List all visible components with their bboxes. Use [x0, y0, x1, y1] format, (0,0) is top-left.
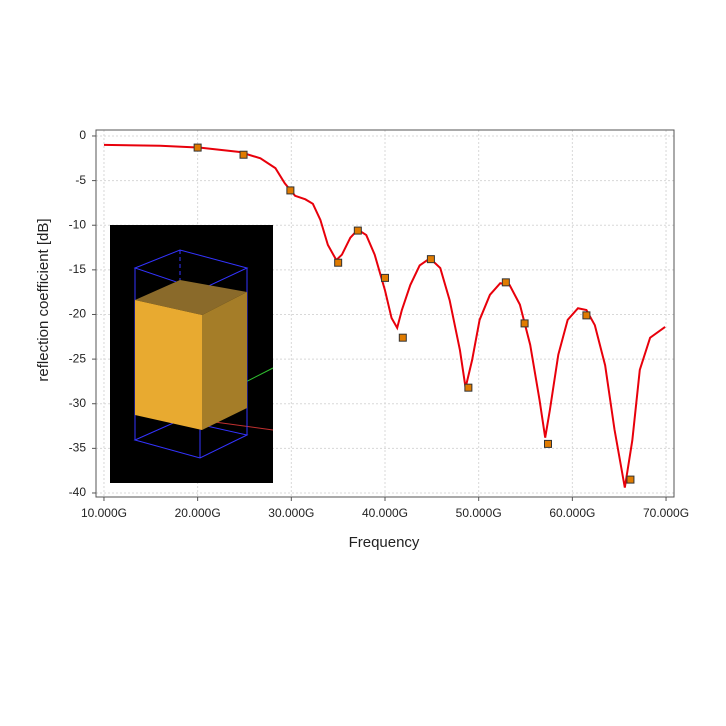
- y-tick-label: -40: [69, 485, 87, 499]
- y-tick-label: -5: [75, 173, 86, 187]
- x-axis-title: Frequency: [349, 534, 420, 551]
- y-tick-label: -25: [69, 351, 87, 365]
- marker: [239, 150, 248, 159]
- marker: [544, 439, 553, 448]
- y-tick-label: -35: [69, 441, 87, 455]
- x-tick-label: 60.000G: [549, 506, 595, 520]
- marker: [626, 475, 635, 484]
- marker: [353, 226, 362, 235]
- x-tick-label: 20.000G: [175, 506, 221, 520]
- y-tick-label: -30: [69, 396, 87, 410]
- marker: [501, 278, 510, 287]
- x-tick-label: 10.000G: [81, 506, 127, 520]
- x-tick-label: 40.000G: [362, 506, 408, 520]
- y-tick-label: -20: [69, 307, 87, 321]
- x-tick-label: 30.000G: [268, 506, 314, 520]
- marker: [426, 255, 435, 264]
- inset-3d-view: [110, 225, 274, 483]
- x-tick-label: 70.000G: [643, 506, 689, 520]
- marker: [286, 186, 295, 195]
- y-tick-label: 0: [79, 128, 86, 142]
- y-tick-label: -15: [69, 262, 87, 276]
- marker: [193, 143, 202, 152]
- marker: [464, 383, 473, 392]
- marker: [381, 273, 389, 282]
- x-tick-label: 50.000G: [456, 506, 502, 520]
- y-axis-title: reflection coefficient [dB]: [35, 218, 52, 381]
- y-tick-label: -10: [69, 217, 87, 231]
- marker: [582, 311, 591, 320]
- line: [103, 143, 666, 488]
- marker: [398, 333, 407, 342]
- marker: [334, 258, 343, 267]
- marker: [520, 319, 529, 328]
